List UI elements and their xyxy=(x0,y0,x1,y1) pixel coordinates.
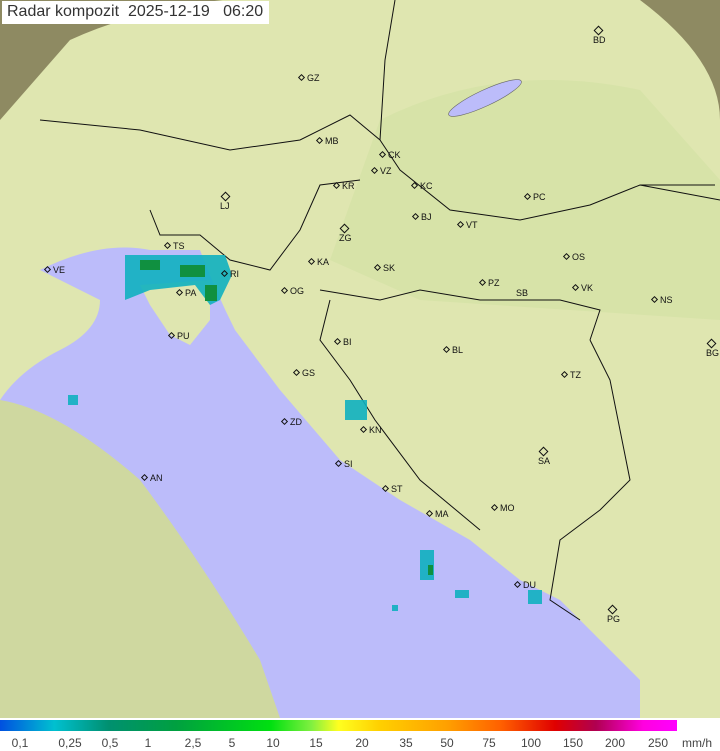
italian-coast xyxy=(0,400,280,718)
city-label-ts: TS xyxy=(173,241,185,251)
city-label-vz: VZ xyxy=(380,166,392,176)
city-label-og: OG xyxy=(290,286,305,296)
city-label-ma: MA xyxy=(435,509,449,519)
city-label-os: OS xyxy=(572,252,586,262)
scale-tick-label: 1 xyxy=(144,736,152,750)
city-label-zg: ZG xyxy=(339,233,352,243)
city-label-sa: SA xyxy=(538,456,551,466)
scale-tick-label: 250 xyxy=(647,736,669,750)
city-label-bd: BD xyxy=(593,35,606,45)
city-label-lj: LJ xyxy=(220,201,230,211)
city-label-sk: SK xyxy=(383,263,396,273)
lake-balaton xyxy=(448,79,522,117)
scale-tick-label: 50 xyxy=(440,736,454,750)
scale-tick-label: 35 xyxy=(399,736,413,750)
city-label-mb: MB xyxy=(325,136,339,146)
scale-tick-label: 5 xyxy=(228,736,236,750)
city-label-ve: VE xyxy=(53,265,66,275)
scale-tick-label: 150 xyxy=(562,736,584,750)
city-label-si: SI xyxy=(344,459,353,469)
city-label-gs: GS xyxy=(302,368,316,378)
scale-tick-label: 2,5 xyxy=(184,736,202,750)
scale-tick-label: 200 xyxy=(604,736,626,750)
city-label-kn: KN xyxy=(369,425,382,435)
city-label-ka: KA xyxy=(317,257,330,267)
city-label-kr: KR xyxy=(342,181,355,191)
city-label-kc: KC xyxy=(420,181,433,191)
scale-tick-label: 100 xyxy=(520,736,542,750)
city-label-mo: MO xyxy=(500,503,515,513)
scale-labels: 0,1 0,25 0,5 1 2,5 5 10 15 20 35 50 75 100 150 200 250 m… xyxy=(0,736,720,750)
scale-tick-label: 75 xyxy=(482,736,496,750)
city-label-tz: TZ xyxy=(570,370,581,380)
city-label-gz: GZ xyxy=(307,73,320,83)
scale-tick-label: 20 xyxy=(355,736,369,750)
city-label-sb: SB xyxy=(516,288,529,298)
city-label-pz: PZ xyxy=(488,278,500,288)
scale-tick-label: 10 xyxy=(266,736,280,750)
scale-tick-label: 0,5 xyxy=(101,736,119,750)
istria-peninsula xyxy=(140,280,210,345)
radar-map xyxy=(0,0,720,718)
precipitation-color-scale xyxy=(0,720,677,731)
scale-tick-label: 0,25 xyxy=(58,736,82,750)
city-label-vt: VT xyxy=(466,220,478,230)
city-label-ck: CK xyxy=(388,150,401,160)
city-label-pu: PU xyxy=(177,331,190,341)
city-label-bi: BI xyxy=(343,337,352,347)
city-label-st: ST xyxy=(391,484,403,494)
scale-unit-label: mm/h xyxy=(682,736,712,750)
city-label-ri: RI xyxy=(230,269,239,279)
city-label-pg: PG xyxy=(607,614,621,624)
city-label-vk: VK xyxy=(581,283,594,293)
map-title: Radar kompozit 2025-12-19 06:20 xyxy=(2,1,270,24)
city-label-du: DU xyxy=(523,580,536,590)
city-label-bl: BL xyxy=(452,345,464,355)
scale-tick-label: 15 xyxy=(309,736,323,750)
city-label-pc: PC xyxy=(533,192,546,202)
city-label-bg: BG xyxy=(706,348,720,358)
city-label-pa: PA xyxy=(185,288,197,298)
scale-tick-label: 0,1 xyxy=(11,736,29,750)
city-label-an: AN xyxy=(150,473,163,483)
city-label-ns: NS xyxy=(660,295,673,305)
land-plains xyxy=(330,80,720,320)
city-label-zd: ZD xyxy=(290,417,302,427)
city-label-bj: BJ xyxy=(421,212,432,222)
